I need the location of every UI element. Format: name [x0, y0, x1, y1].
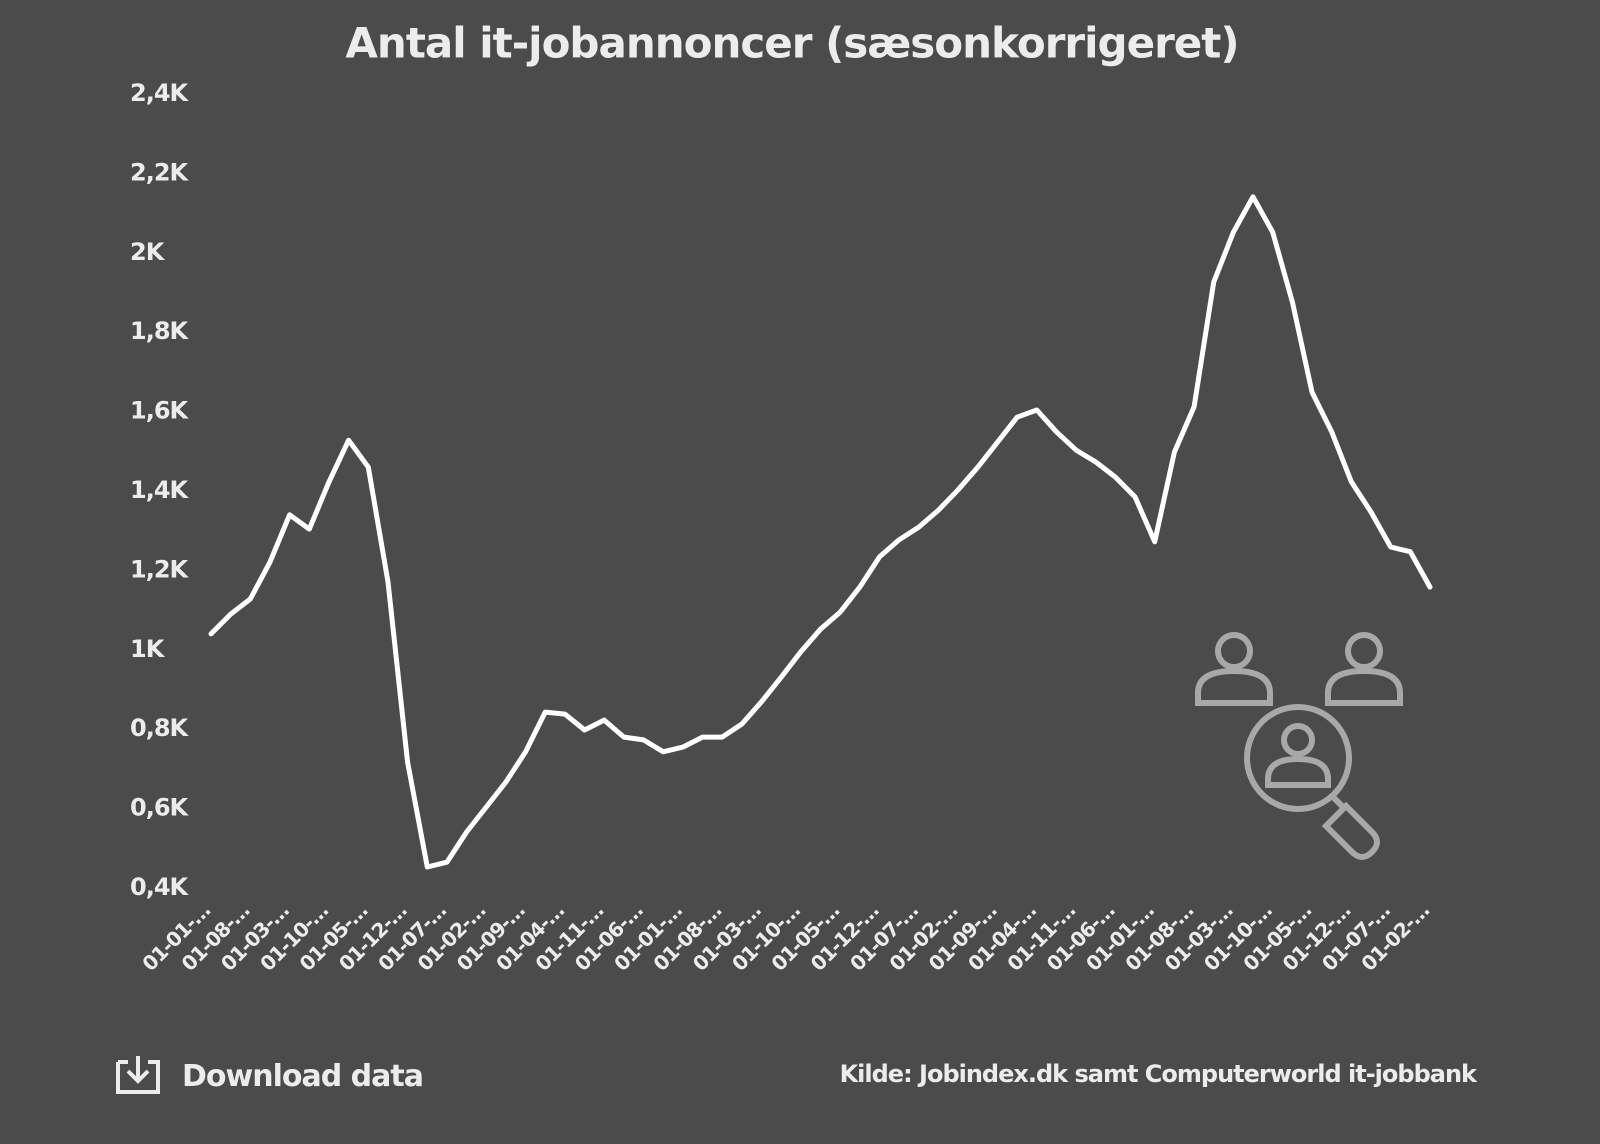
y-tick-label: 1K — [130, 635, 166, 663]
source: Kilde: Jobindex.dk samt Computerworld it… — [840, 1060, 1478, 1088]
download-arrow[interactable] — [126, 1056, 150, 1084]
y-tick-label: 2,2K — [130, 158, 190, 186]
y-tick-label: 0,4K — [130, 873, 190, 901]
y-tick-label: 1,6K — [130, 397, 190, 425]
job-search-icon — [1195, 632, 1403, 860]
y-tick-label: 0,6K — [130, 794, 190, 822]
y-tick-label: 1,4K — [130, 476, 190, 504]
y-tick-label: 2,4K — [130, 79, 190, 107]
y-tick-label: 1,2K — [130, 555, 190, 583]
y-tick-label: 2K — [130, 238, 166, 266]
download-button[interactable]: Download data — [116, 1056, 424, 1094]
y-tick-label: 0,8K — [130, 714, 190, 742]
chart-title: Antal it-jobannoncer (sæsonkorrigeret) — [345, 19, 1238, 68]
y-tick-label: 1,8K — [130, 317, 190, 345]
download-icon[interactable] — [116, 1060, 160, 1094]
download-label[interactable]: Download data — [182, 1059, 424, 1094]
line — [208, 194, 1433, 870]
